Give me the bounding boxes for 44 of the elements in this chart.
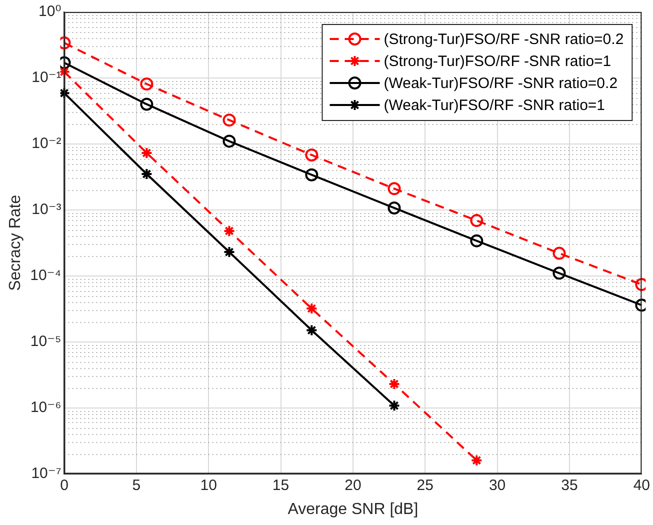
legend-label: (Weak-Tur)FSO/RF -SNR ratio=1 xyxy=(384,97,606,114)
y-tick-label: 10⁻³ xyxy=(32,201,62,218)
point xyxy=(305,148,318,162)
point xyxy=(305,168,318,182)
point xyxy=(388,400,400,412)
point xyxy=(388,201,401,214)
x-tick-label: 40 xyxy=(633,476,650,494)
legend-label: (Weak-Tur)FSO/RF -SNR ratio=0.2 xyxy=(384,75,618,92)
legend-label: (Strong-Tur)FSO/RF -SNR ratio=0.2 xyxy=(384,31,624,48)
x-tick-label: 0 xyxy=(60,476,68,494)
y-tick-label: 10⁻⁶ xyxy=(30,398,62,416)
point xyxy=(470,234,484,248)
x-axis-title: Average SNR [dB] xyxy=(288,500,418,518)
x-tick-label: 10 xyxy=(200,476,217,494)
x-tick-label: 15 xyxy=(272,476,290,494)
y-tick-label: 10⁻² xyxy=(32,135,62,152)
legend-label: (Strong-Tur)FSO/RF -SNR ratio=1 xyxy=(384,53,612,70)
point xyxy=(140,146,153,159)
point xyxy=(222,134,236,148)
point xyxy=(306,324,318,336)
x-tick-label: 20 xyxy=(344,476,362,494)
point xyxy=(140,98,154,111)
point xyxy=(223,246,236,258)
x-tick-label: 30 xyxy=(488,476,506,494)
x-tick-label: 5 xyxy=(132,476,141,494)
y-axis-title: Secracy Rate xyxy=(7,194,24,291)
point xyxy=(552,246,566,260)
y-tick-label: 10⁻⁵ xyxy=(30,333,62,350)
point xyxy=(552,266,566,280)
point xyxy=(470,454,483,466)
x-tick-label: 25 xyxy=(416,476,434,494)
point xyxy=(222,114,236,127)
point xyxy=(388,182,401,196)
y-tick-label: 10⁰ xyxy=(38,3,62,20)
point xyxy=(223,224,236,237)
point xyxy=(388,378,400,390)
point xyxy=(306,302,318,315)
y-tick-label: 10⁻⁴ xyxy=(30,267,62,284)
point xyxy=(470,214,484,228)
point xyxy=(140,168,153,180)
y-tick-label: 10⁻¹ xyxy=(32,69,62,86)
point xyxy=(140,78,154,91)
y-tick-label: 10⁻⁷ xyxy=(31,464,62,482)
x-tick-label: 35 xyxy=(561,476,578,494)
